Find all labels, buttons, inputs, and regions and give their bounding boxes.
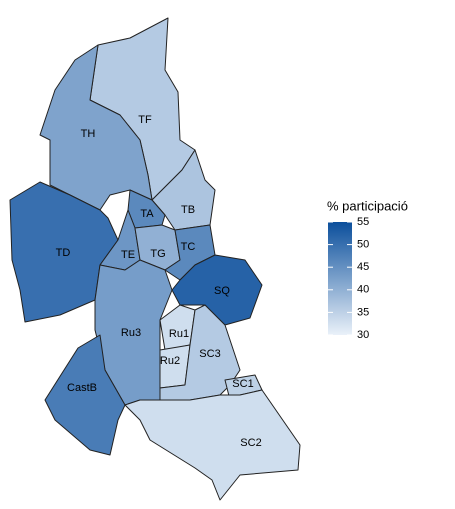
region (159, 304, 241, 401)
region-label: TE (121, 249, 135, 261)
region-label: CastB (67, 382, 97, 394)
region-label: SC3 (199, 348, 220, 360)
colorbar-tick-label: 45 (357, 261, 369, 273)
region-label: TF (138, 114, 152, 126)
region-label: Ru3 (121, 327, 141, 339)
region-label: SC2 (240, 437, 261, 449)
colorbar-tick-label: 35 (357, 306, 369, 318)
region (124, 389, 301, 501)
colorbar-tick-label: 55 (357, 216, 369, 228)
region-label: Ru2 (160, 355, 180, 367)
region-label: SQ (214, 285, 230, 297)
colorbar-tick-label: 30 (357, 329, 369, 341)
region-label: TB (181, 204, 195, 216)
region-label: TG (150, 248, 165, 260)
region-label: TA (140, 208, 154, 220)
colorbar-tick-label: 50 (357, 239, 369, 251)
region-label: SC1 (232, 378, 253, 390)
region-label: TC (181, 241, 196, 253)
regions: TF TH TD TB TA TE TG TC SQ Ru3 Ru1 Ru2 SC3 SC1 SC2 Cast… (9, 17, 301, 501)
region-label: TD (56, 247, 71, 259)
region-label: Ru1 (169, 328, 189, 340)
colorbar (328, 222, 352, 335)
legend-title: % participació (327, 198, 408, 213)
region-label: TH (81, 128, 96, 140)
region (44, 334, 126, 456)
colorbar-tick-label: 40 (357, 284, 369, 296)
